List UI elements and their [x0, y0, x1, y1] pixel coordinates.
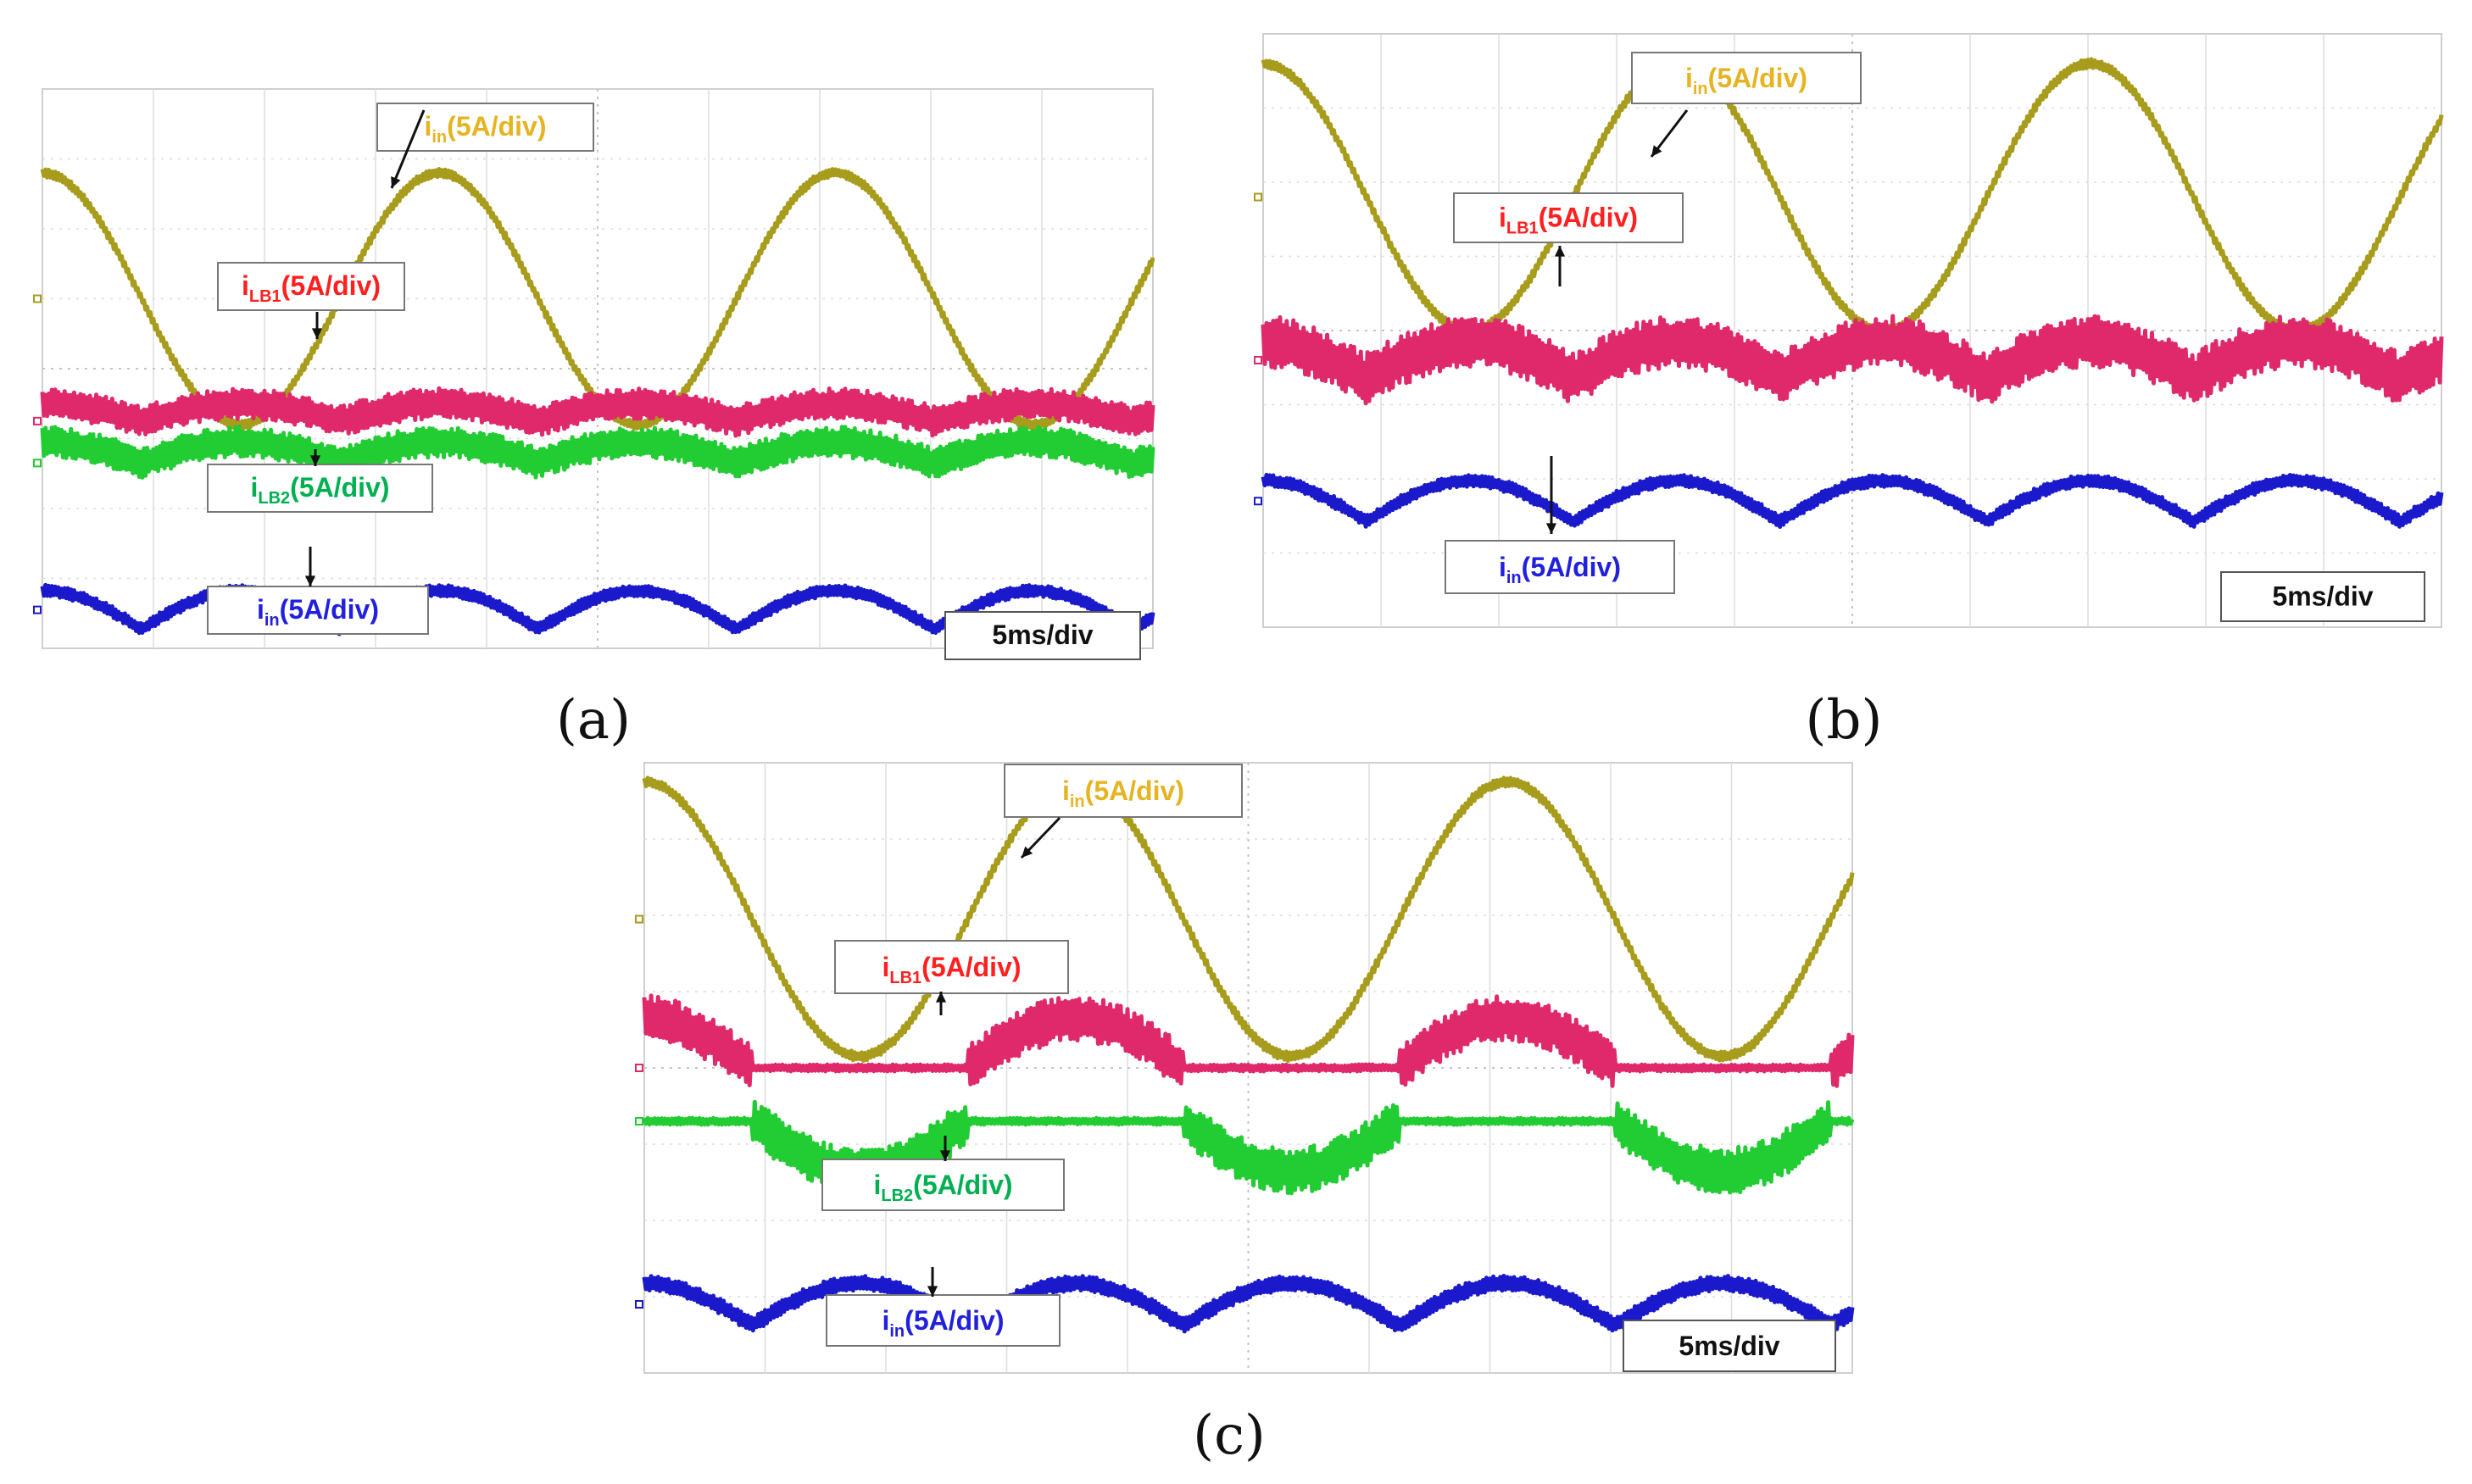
arrow-head: [391, 176, 401, 188]
arrow-head: [935, 992, 947, 1003]
timebase-box: [2220, 571, 2425, 622]
caption-a: (a): [555, 689, 632, 752]
arrow-head: [309, 455, 321, 466]
trace-label: iLB1(5A/div): [882, 952, 1021, 987]
caption-c: (c): [1193, 1404, 1266, 1467]
arrow-head: [1554, 246, 1566, 257]
trace-label: iLB1(5A/div): [242, 270, 381, 306]
trace-label-box: [834, 940, 1069, 994]
timebase-box: [944, 611, 1141, 660]
caption-b: (b): [1805, 689, 1883, 752]
trace-label-box: [207, 586, 429, 635]
trace-label: iin(5A/div): [1062, 775, 1184, 811]
trace-label: iin(5A/div): [1685, 63, 1807, 98]
arrow-head: [304, 575, 316, 586]
arrow-head: [939, 1150, 951, 1161]
trace-label: iin(5A/div): [257, 594, 379, 630]
trace-label: iin(5A/div): [882, 1305, 1004, 1341]
ground-marker: [1254, 192, 1262, 202]
trace-in-4: [642, 1274, 1855, 1334]
ground-marker: [635, 1117, 643, 1126]
trace-lb2-3: [40, 425, 1155, 480]
trace-lb1-2: [642, 993, 1855, 1088]
arrow-head: [1022, 846, 1033, 858]
scope-panel-1: iin(5A/div) iLB1(5A/div) iLB2(5A/div) iin(5…: [33, 88, 1155, 660]
trace-label-box: [1445, 540, 1675, 594]
trace-label-box: [1004, 764, 1243, 818]
ground-marker: [33, 416, 42, 425]
trace-in-1: [642, 775, 1855, 1064]
trace-label: iLB2(5A/div): [250, 472, 389, 508]
arrow-head: [311, 328, 323, 339]
timebase-label: 5ms/div: [992, 620, 1093, 650]
ground-marker: [33, 294, 42, 303]
timebase-label: 5ms/div: [2272, 581, 2373, 611]
trace-in-3: [1261, 472, 2444, 529]
ground-marker: [1254, 356, 1262, 364]
trace-label: iin(5A/div): [424, 111, 546, 147]
trace-label-box: [1453, 192, 1684, 243]
ground-marker: [33, 459, 42, 468]
scope-panel-3: iin(5A/div) iLB1(5A/div) iLB2(5A/div) iin(5…: [635, 762, 1855, 1374]
timebase-box: [1623, 1320, 1836, 1372]
scope-panel-2: iin(5A/div) iLB1(5A/div) iin(5A/div) 5ms/di…: [1254, 33, 2444, 628]
trace-label-box: [826, 1294, 1061, 1347]
arrow-head: [927, 1286, 938, 1297]
ground-marker: [1254, 497, 1262, 506]
trace-label-box: [207, 464, 433, 513]
ground-marker: [635, 1064, 643, 1072]
timebase-label: 5ms/div: [1679, 1331, 1779, 1361]
trace-lb1-2: [1261, 314, 2444, 406]
trace-lb1-2: [40, 386, 1155, 438]
trace-label-box: [376, 103, 594, 152]
ground-marker: [635, 1300, 643, 1309]
trace-label-box: [1631, 52, 1862, 104]
trace-label: iin(5A/div): [1499, 552, 1621, 587]
arrow-head: [1545, 523, 1557, 534]
trace-label: iLB2(5A/div): [873, 1170, 1012, 1205]
ground-marker: [33, 605, 42, 614]
trace-label: iLB1(5A/div): [1499, 202, 1638, 237]
arrow-head: [1651, 145, 1662, 157]
trace-label-box: [217, 262, 405, 311]
trace-label-box: [821, 1159, 1065, 1211]
label-arrow: [390, 109, 426, 189]
ground-marker: [635, 914, 643, 924]
